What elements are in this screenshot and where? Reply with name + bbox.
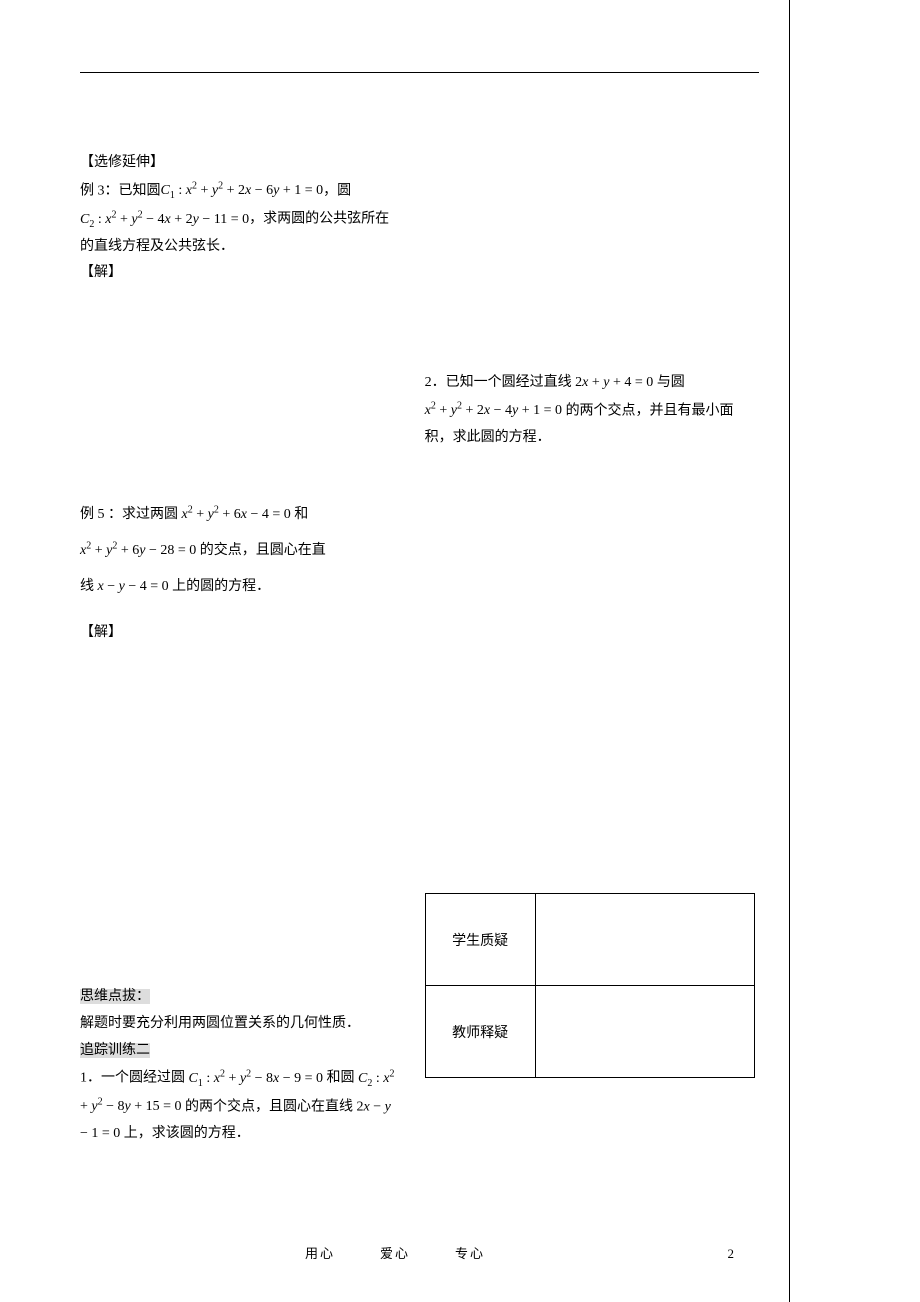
track-heading-text: 追踪训练二 <box>80 1043 150 1058</box>
ex3-c1: C1 : x2 + y2 + 2x − 6y + 1 = 0 <box>161 183 324 198</box>
p1-c1: C1 : x2 + y2 − 8x − 9 = 0 <box>189 1071 324 1086</box>
ex3-c2-sym: C <box>80 212 89 227</box>
section-heading-ext: 【选修延伸】 <box>80 150 395 177</box>
p2-a: 2．已知一个圆经过直线 <box>425 375 576 390</box>
page-container: 【选修延伸】 例 3：已知圆C1 : x2 + y2 + 2x − 6y + 1… <box>0 0 790 1302</box>
qa-teacher-cell <box>535 986 754 1078</box>
solution-label-1: 【解】 <box>80 260 395 287</box>
p1-c2-sym: C <box>358 1071 367 1086</box>
p1-a: 1．一个圆经过圆 <box>80 1071 189 1086</box>
p2-lineeq: 2x + y + 4 = 0 <box>575 375 653 390</box>
ex5-a: 例 5 ：求过两圆 <box>80 507 182 522</box>
ex5-and: 和 <box>291 507 309 522</box>
tips-heading-text: 思维点拔： <box>80 989 150 1004</box>
ex5-eq1: x2 + y2 + 6x − 4 = 0 <box>182 507 291 522</box>
header-rule <box>80 72 759 73</box>
p1-tail2: 上，求该圆的方程． <box>120 1126 250 1141</box>
qa-teacher-label: 教师释疑 <box>425 986 535 1078</box>
ex3-comma: ，圆 <box>323 183 351 198</box>
p1-tail1: 的两个交点，且圆心在直线 <box>182 1099 357 1114</box>
ex3-c1-eq: : x2 + y2 + 2x − 6y + 1 = 0 <box>175 183 323 198</box>
left-column: 【选修延伸】 例 3：已知圆C1 : x2 + y2 + 2x − 6y + 1… <box>80 150 395 1148</box>
ex5-mid: 的交点，且圆心在直 <box>196 543 326 558</box>
ex3-c2-eq: : x2 + y2 − 4x + 2y − 11 = 0 <box>94 212 249 227</box>
qa-table-wrap: 学生质疑 教师释疑 <box>425 893 759 1078</box>
workspace-gap-2 <box>80 646 395 984</box>
p2-circeq: x2 + y2 + 2x − 4y + 1 = 0 <box>425 403 562 418</box>
two-column-layout: 【选修延伸】 例 3：已知圆C1 : x2 + y2 + 2x − 6y + 1… <box>80 150 759 1148</box>
qa-table: 学生质疑 教师释疑 <box>425 893 755 1078</box>
page-number: 2 <box>728 1246 735 1262</box>
tips-heading: 思维点拔： <box>80 984 395 1011</box>
ex3-c2: C2 : x2 + y2 − 4x + 2y − 11 = 0 <box>80 212 249 227</box>
tips-body: 解题时要充分利用两圆位置关系的几何性质． <box>80 1011 395 1038</box>
solution-label-2: 【解】 <box>80 620 395 647</box>
p1-mid: 和圆 <box>323 1071 358 1086</box>
p2-mid: 与圆 <box>653 375 685 390</box>
section-ext-label: 【选修延伸】 <box>80 155 164 170</box>
qa-student-label: 学生质疑 <box>425 894 535 986</box>
example-3: 例 3：已知圆C1 : x2 + y2 + 2x − 6y + 1 = 0，圆 … <box>80 177 395 261</box>
footer-motto: 用心 爱心 专心 <box>0 1243 790 1262</box>
example-5: 例 5 ：求过两圆 x2 + y2 + 6x − 4 = 0 和 x2 + y2… <box>80 497 395 606</box>
ex5-line-prefix: 线 <box>80 579 98 594</box>
track-heading: 追踪训练二 <box>80 1038 395 1065</box>
ex3-label: 例 3：已知圆 <box>80 183 161 198</box>
table-row: 教师释疑 <box>425 986 754 1078</box>
p1-c1-sym: C <box>189 1071 198 1086</box>
workspace-gap-1 <box>80 287 395 497</box>
right-column: 2．已知一个圆经过直线 2x + y + 4 = 0 与圆 x2 + y2 + … <box>425 150 759 1148</box>
problem-2: 2．已知一个圆经过直线 2x + y + 4 = 0 与圆 x2 + y2 + … <box>425 370 759 451</box>
qa-student-cell <box>535 894 754 986</box>
ex5-eq2: x2 + y2 + 6y − 28 = 0 <box>80 543 196 558</box>
ex5-lineeq: x − y − 4 = 0 <box>98 579 169 594</box>
p1-c1-eq: : x2 + y2 − 8x − 9 = 0 <box>203 1071 323 1086</box>
table-row: 学生质疑 <box>425 894 754 986</box>
ex3-c1-sym: C <box>161 183 170 198</box>
ex5-line-suffix: 上的圆的方程． <box>169 579 271 594</box>
problem-1: 1．一个圆经过圆 C1 : x2 + y2 − 8x − 9 = 0 和圆 C2… <box>80 1064 395 1147</box>
